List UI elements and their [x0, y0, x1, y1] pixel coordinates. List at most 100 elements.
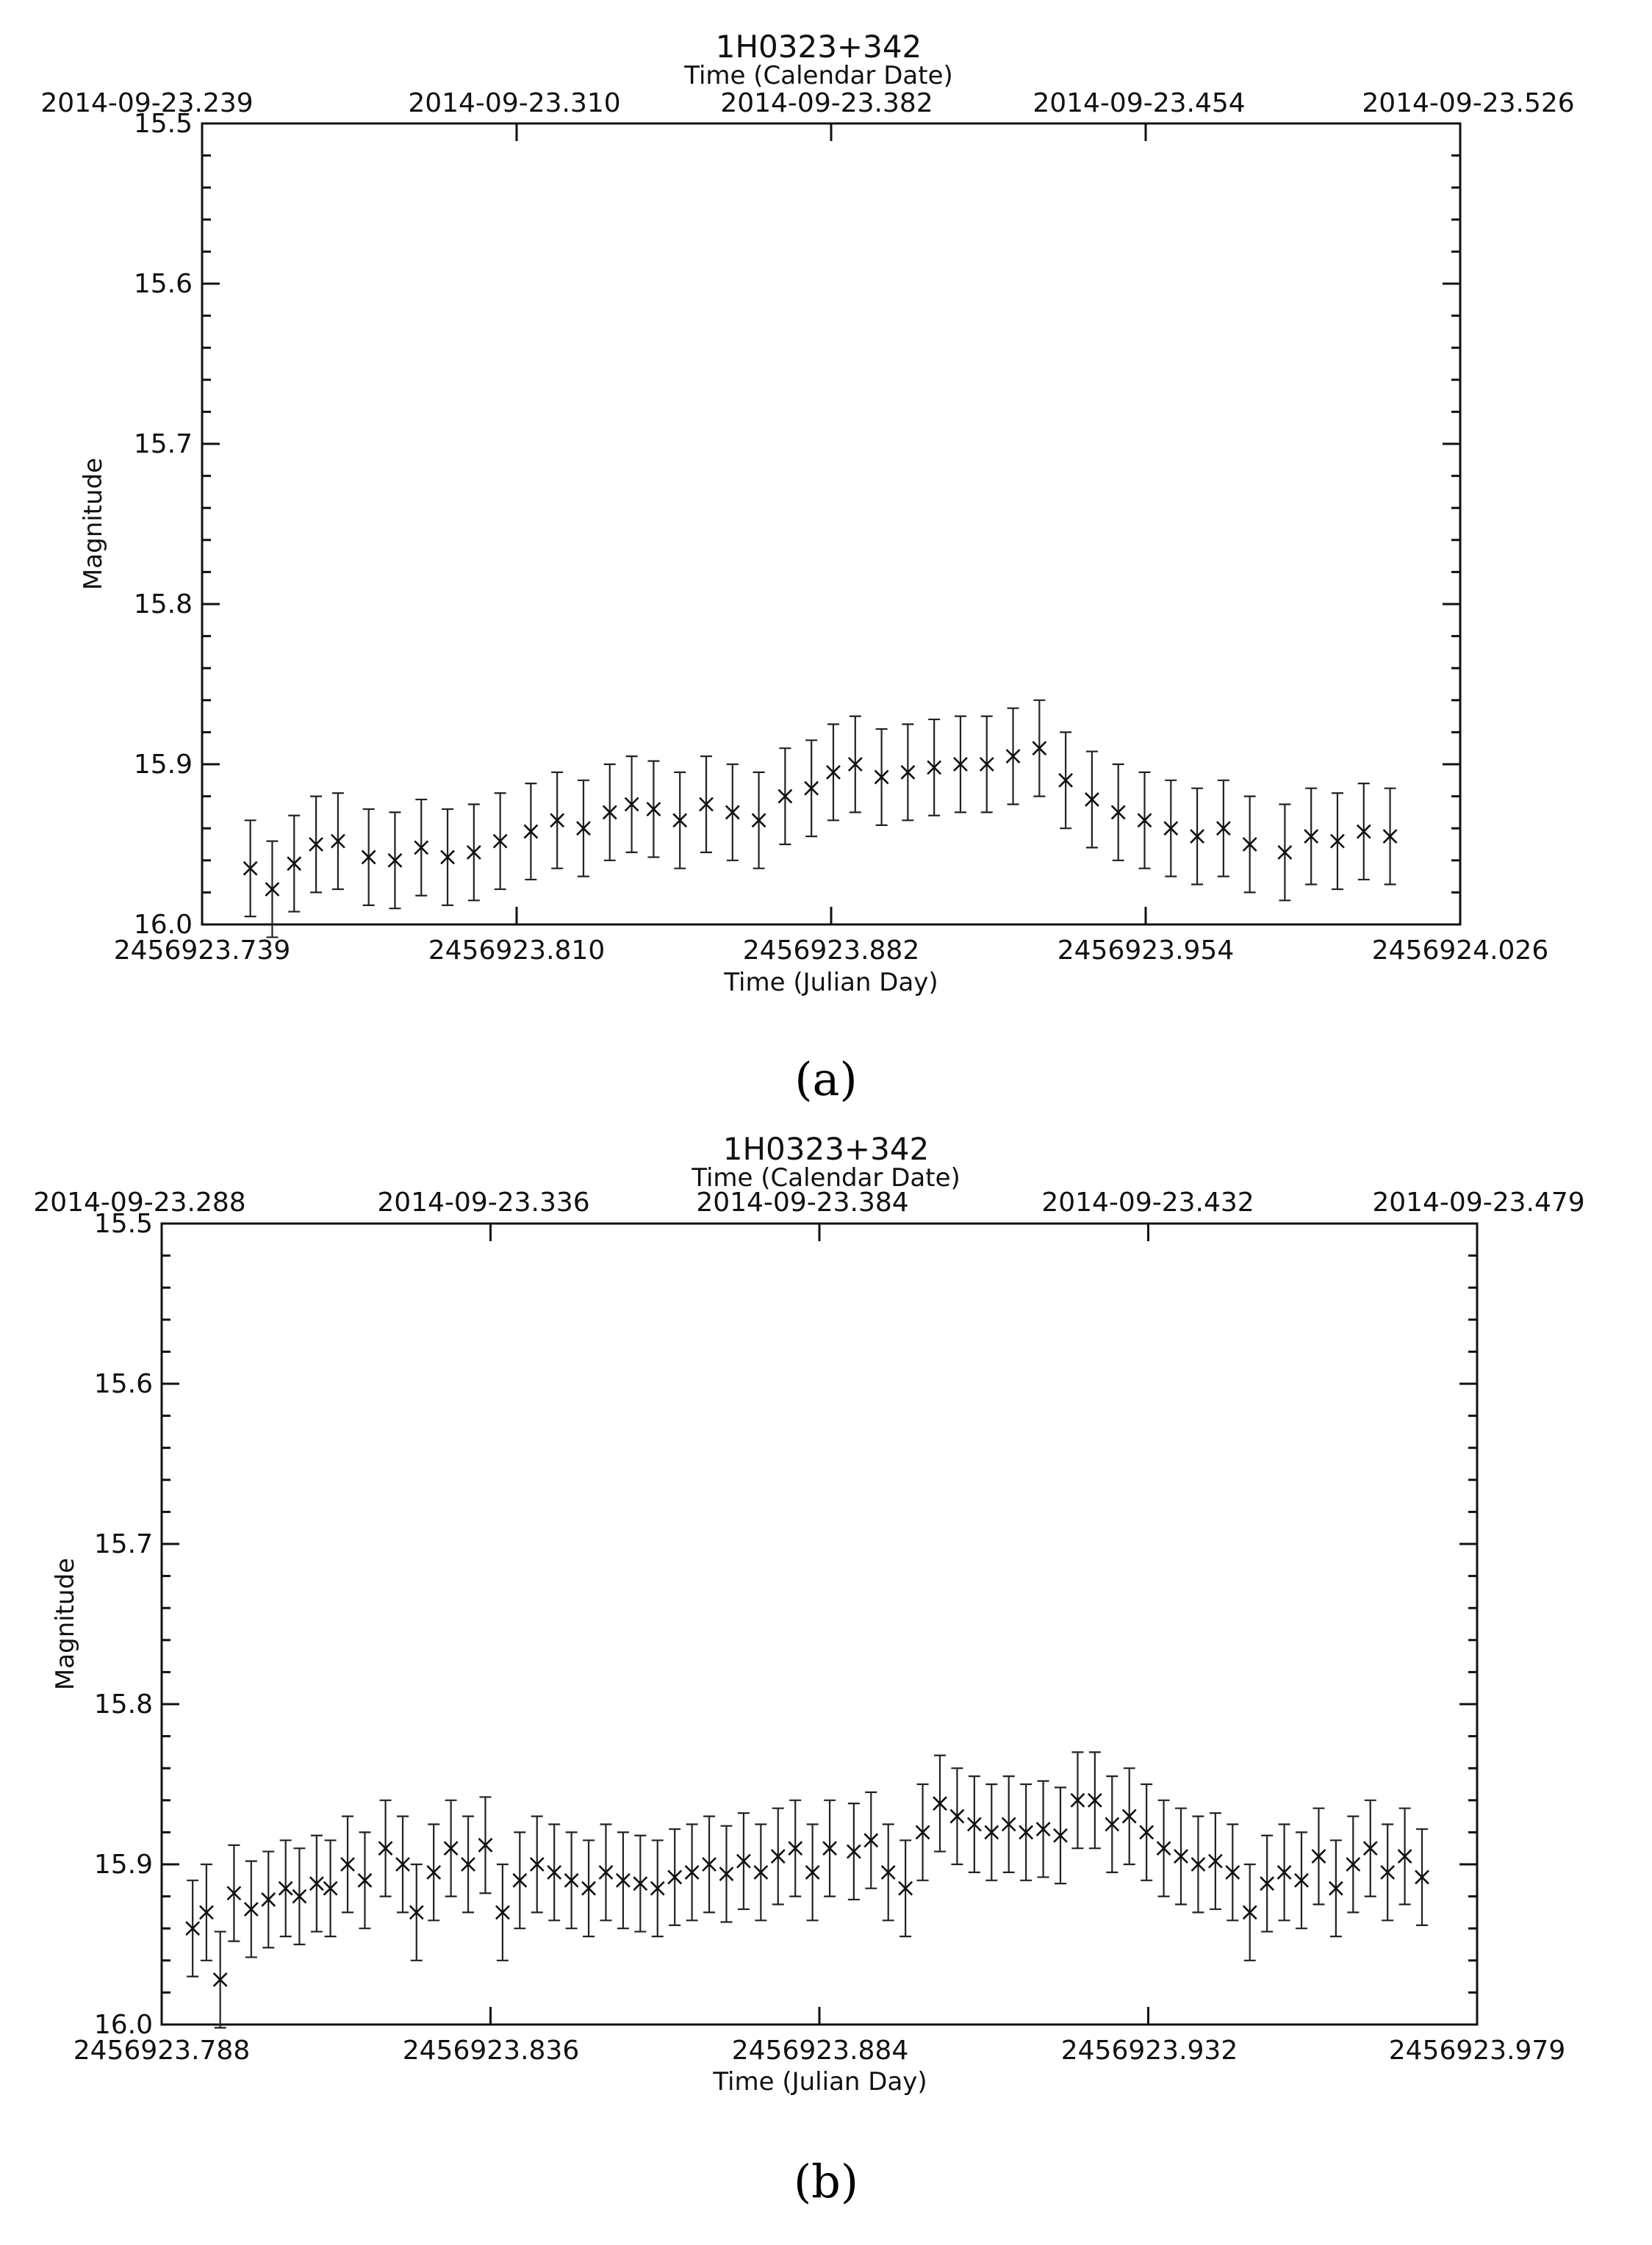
x-marker — [672, 813, 688, 828]
data-point — [1277, 803, 1293, 902]
x-marker — [1215, 821, 1231, 836]
x-tick-label: 2456923.788 — [73, 2036, 251, 2066]
data-point — [1304, 787, 1319, 886]
data-point — [1001, 1775, 1016, 1873]
x-marker — [949, 1808, 965, 1824]
x-marker — [1397, 1849, 1412, 1864]
data-point — [1207, 1812, 1223, 1911]
x-marker — [602, 805, 617, 820]
y-tick-label: 15.6 — [134, 269, 193, 299]
data-point — [751, 771, 766, 869]
top-tick-label: 2014-09-23.526 — [1362, 88, 1574, 118]
data-point — [788, 1799, 803, 1897]
data-point — [1139, 1783, 1154, 1881]
x-marker — [751, 813, 766, 828]
data-point — [492, 792, 508, 891]
data-point — [243, 1860, 259, 1958]
data-point — [1005, 707, 1021, 805]
x-marker — [1087, 1792, 1102, 1808]
data-point — [243, 819, 258, 918]
data-point — [979, 715, 994, 813]
x-marker — [898, 1881, 913, 1896]
top-tick-label: 2014-09-23.432 — [1041, 1188, 1254, 1218]
data-point — [1294, 1831, 1309, 1930]
data-point — [672, 771, 688, 869]
data-point — [725, 763, 740, 861]
x-marker — [1137, 813, 1152, 828]
x-marker — [598, 1864, 614, 1880]
x-marker — [387, 852, 403, 868]
x-marker — [1190, 1857, 1206, 1872]
data-point — [265, 840, 280, 938]
x-marker — [933, 1796, 947, 1811]
data-point — [529, 1815, 545, 1914]
x-marker — [1156, 1841, 1171, 1856]
data-point — [1032, 699, 1047, 797]
x-tick-label: 2456924.026 — [1372, 935, 1549, 966]
chart-title: 1H0323+342 — [716, 29, 922, 65]
y-tick-label: 16.0 — [134, 910, 193, 940]
x-tick-label: 2456923.810 — [428, 935, 606, 966]
x-marker — [650, 1881, 665, 1896]
data-point — [1087, 1751, 1102, 1850]
x-marker — [309, 1876, 324, 1892]
x-marker — [1328, 1881, 1343, 1896]
data-point — [915, 1783, 930, 1881]
data-point — [684, 1823, 700, 1922]
x-marker — [550, 813, 565, 828]
plot-frame — [160, 1222, 1479, 2026]
data-point — [1330, 792, 1345, 891]
data-point — [287, 814, 302, 913]
x-marker — [426, 1864, 442, 1880]
data-point — [753, 1823, 769, 1922]
x-marker — [1019, 1825, 1034, 1840]
x-marker — [1362, 1841, 1378, 1856]
x-marker — [725, 805, 740, 820]
data-point — [949, 1767, 965, 1866]
x-marker — [1032, 741, 1047, 756]
x-marker — [492, 833, 508, 849]
y-axis-label: Magnitude — [79, 458, 108, 590]
data-point — [495, 1863, 510, 1961]
data-point — [1242, 795, 1257, 894]
x-marker — [624, 797, 639, 812]
data-point — [461, 1815, 475, 1914]
x-marker — [684, 1864, 700, 1880]
x-marker — [185, 1921, 201, 1936]
data-point — [1053, 1786, 1068, 1885]
x-marker — [466, 844, 481, 860]
x-axis-label: Time (Julian Day) — [723, 968, 938, 997]
data-point — [1137, 771, 1152, 869]
x-marker — [1260, 1876, 1275, 1892]
data-point — [292, 1847, 307, 1946]
x-tick-label: 2456923.739 — [114, 935, 291, 966]
x-marker — [984, 1825, 999, 1840]
data-point — [984, 1783, 999, 1881]
data-point — [1105, 1775, 1120, 1873]
y-tick-label: 15.7 — [94, 1529, 153, 1559]
x-marker — [1005, 749, 1021, 764]
x-marker — [495, 1905, 510, 1920]
x-marker — [512, 1872, 528, 1888]
x-marker — [846, 1844, 861, 1859]
light-curve-panel-a: 1H0323+342 Time (Calendar Date) 2014-09-… — [40, 29, 1574, 1106]
x-marker — [1121, 1808, 1137, 1824]
data-point — [278, 1839, 293, 1938]
y-tick-label: 15.5 — [134, 109, 193, 139]
x-marker — [331, 833, 345, 849]
x-marker — [198, 1905, 214, 1920]
data-point — [898, 1839, 913, 1938]
top-tick-label: 2014-09-23.479 — [1372, 1188, 1584, 1218]
x-axis-label: Time (Julian Day) — [712, 2067, 927, 2097]
top-tick-label: 2014-09-23.288 — [33, 1188, 245, 1218]
top-tick-label: 2014-09-23.384 — [696, 1188, 908, 1218]
x-marker — [777, 789, 793, 804]
data-point — [440, 808, 455, 906]
data-point — [927, 718, 942, 816]
x-marker — [1085, 792, 1099, 807]
data-point — [777, 747, 793, 846]
data-point — [426, 1823, 442, 1922]
top-axis-label: Time (Calendar Date) — [683, 61, 953, 90]
x-marker — [576, 821, 591, 836]
y-tick-label: 16.0 — [94, 2010, 153, 2040]
